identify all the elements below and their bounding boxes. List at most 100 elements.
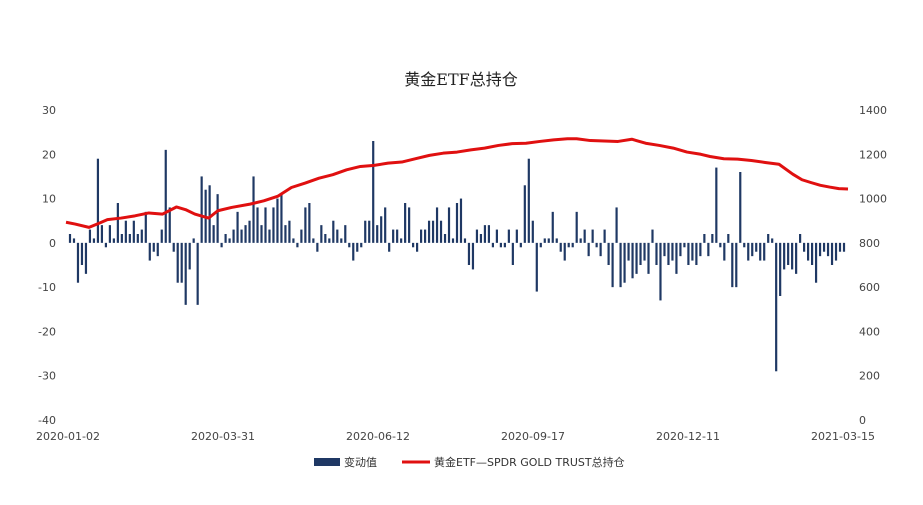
bar [324,234,327,243]
bar [579,238,582,243]
y-right-tick-label: 200 [859,370,880,383]
bar [408,207,411,243]
legend-label-bar: 变动值 [344,455,377,469]
x-tick-label: 2020-06-12 [346,430,410,443]
bar [427,220,431,243]
bar [479,234,483,243]
bar [830,242,834,265]
bar [332,220,335,243]
y-left-tick-label: 10 [42,193,56,206]
bar [188,242,191,270]
bar [100,225,104,243]
legend-label-line: 黄金ETF—SPDR GOLD TRUST总持仓 [434,455,625,469]
chart-title: 黄金ETF总持仓 [404,70,517,89]
bar [703,234,706,243]
bar [172,242,175,252]
bar [224,234,227,243]
bar [232,229,235,243]
bar [639,242,642,265]
bar [779,242,782,296]
bar [96,158,100,243]
bar [256,207,259,243]
bar [320,225,323,243]
bar [475,229,479,243]
bar [723,242,726,261]
bar [112,238,115,243]
bar [787,242,790,265]
y-right-tick-label: 0 [859,414,866,427]
bar [208,185,211,243]
bar [412,242,415,248]
bar [443,234,447,243]
bar [352,242,355,261]
x-tick-label: 2021-03-15 [811,430,875,443]
bar [775,242,778,372]
bar [276,198,279,243]
bar [264,207,267,243]
bar [655,242,658,265]
bar [491,242,494,248]
bar [699,242,702,257]
bar [431,220,435,243]
bar [404,203,407,243]
bar [671,242,674,261]
bar [192,238,195,243]
bar [487,225,491,243]
bar [328,238,331,243]
bar [144,211,147,243]
bar [627,242,630,261]
bar [220,242,223,248]
bar [551,211,554,243]
x-tick-label: 2020-09-17 [501,430,565,443]
bar [651,229,654,243]
x-tick-label: 2020-12-11 [656,430,720,443]
bar [495,229,498,243]
bar [543,238,546,243]
y-left-tick-label: -40 [38,414,56,427]
bar [507,229,510,243]
bar [747,242,750,261]
bar [679,242,682,257]
bar [451,238,455,243]
bar [575,211,578,243]
x-tick-label: 2020-03-31 [191,430,255,443]
bar [116,203,119,243]
bar [771,238,774,243]
y-right-tick-label: 800 [859,237,880,250]
bar [767,234,770,243]
bar [515,229,518,243]
bar [539,242,542,248]
bar [340,238,343,243]
x-tick-label: 2020-01-02 [36,430,100,443]
bar-series [68,141,846,372]
bar [416,242,419,252]
bar [260,225,263,243]
legend: 变动值 黄金ETF—SPDR GOLD TRUST总持仓 [314,455,625,469]
bar [695,242,698,265]
bar [248,220,251,243]
bar [803,242,806,252]
bar [687,242,690,265]
bar [388,242,391,252]
bar [280,194,283,243]
bar [471,242,475,270]
bar [435,207,439,243]
bar [555,238,558,243]
bar [236,211,239,243]
bar [667,242,670,265]
bar [344,225,347,243]
bar [818,242,822,257]
y-left-tick-label: -20 [38,325,56,338]
bar [392,229,395,243]
bar [376,225,379,243]
bar [284,225,287,243]
bar [463,238,467,243]
bar [104,242,107,248]
bar [523,185,526,243]
bar [132,220,135,243]
bar [72,238,76,243]
bar [156,242,159,257]
bar [814,242,818,283]
bar [583,229,586,243]
y-left-tick-label: 20 [42,148,56,161]
